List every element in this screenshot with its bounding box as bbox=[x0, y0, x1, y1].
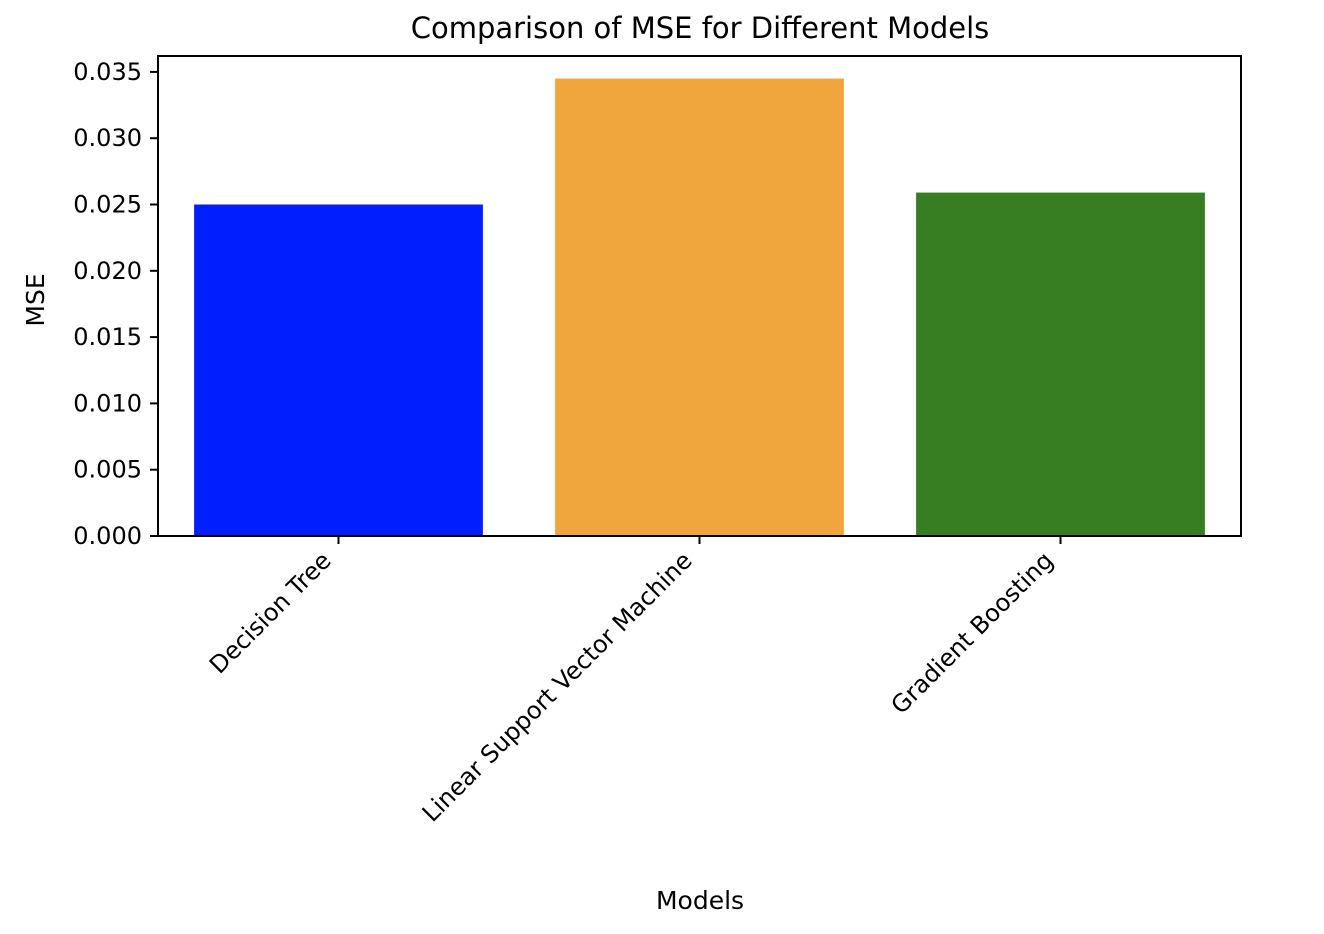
bar-decision-tree bbox=[194, 204, 483, 536]
y-tick-label: 0.030 bbox=[73, 124, 142, 152]
y-tick-label: 0.020 bbox=[73, 257, 142, 285]
bar-gradient-boosting bbox=[916, 192, 1205, 536]
y-tick-label: 0.005 bbox=[73, 456, 142, 484]
y-tick-label: 0.015 bbox=[73, 323, 142, 351]
bars-layer bbox=[194, 78, 1205, 536]
y-tick-label: 0.025 bbox=[73, 191, 142, 219]
x-tick-label: Gradient Boosting bbox=[886, 546, 1059, 719]
plot-frame bbox=[157, 55, 1242, 537]
x-tick-label: Decision Tree bbox=[204, 546, 337, 679]
x-axis: Decision Tree Linear Support Vector Machi… bbox=[204, 536, 1062, 827]
x-tick-label: Linear Support Vector Machine bbox=[417, 546, 698, 827]
x-axis-label: Models bbox=[656, 886, 744, 915]
y-tick-label: 0.010 bbox=[73, 389, 142, 417]
y-tick-label: 0.035 bbox=[73, 58, 142, 86]
bar-linear-support-vector-machine bbox=[555, 78, 844, 536]
y-tick-label: 0.000 bbox=[73, 522, 142, 550]
y-axis: 0.000 0.005 0.010 0.015 0.020 0.025 0.030 0.035 bbox=[73, 58, 158, 550]
y-axis-label: MSE bbox=[21, 273, 50, 326]
chart-title: Comparison of MSE for Different Models bbox=[411, 11, 990, 45]
